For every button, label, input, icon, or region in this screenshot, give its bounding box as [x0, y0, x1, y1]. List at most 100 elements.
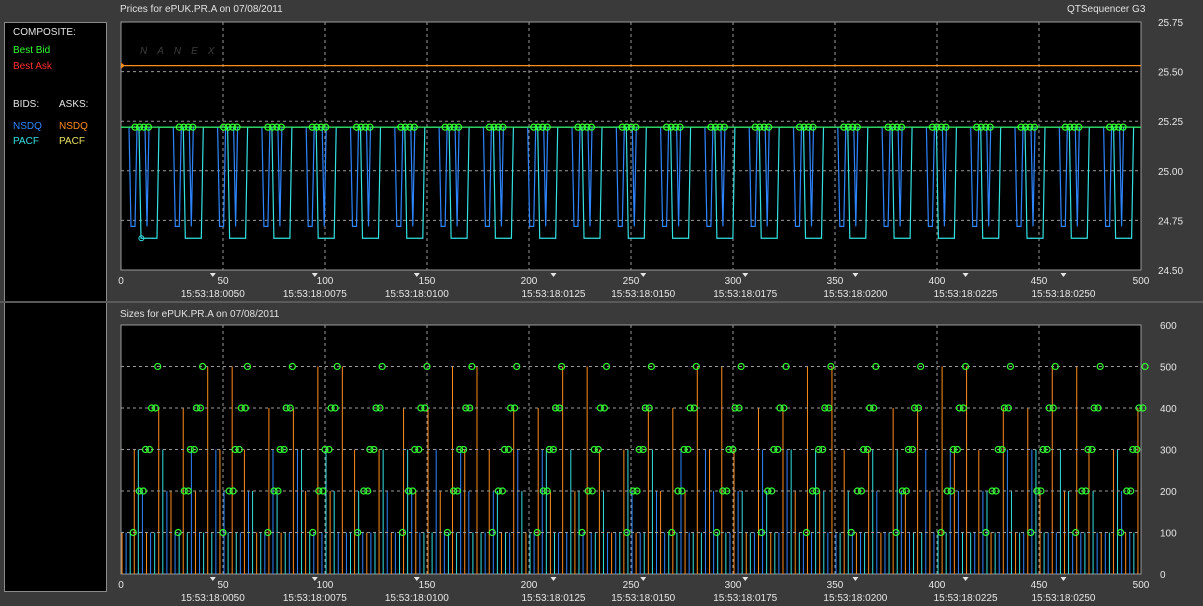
- price-x-tick-label: 250: [623, 276, 640, 287]
- best-bid-marker: [224, 123, 232, 131]
- size-marker: [545, 445, 554, 454]
- price-x-tick-label: 400: [929, 276, 946, 287]
- size-marker: [364, 487, 372, 495]
- size-marker: [857, 487, 866, 495]
- size-marker: [692, 362, 700, 371]
- size-marker: [590, 445, 598, 454]
- size-marker: [770, 445, 778, 454]
- price-x-tick-label: 500: [1133, 276, 1150, 287]
- size-marker: [539, 487, 547, 495]
- size-marker: [737, 362, 745, 371]
- size-marker: [1127, 487, 1135, 495]
- size-marker: [635, 445, 643, 454]
- size-y-tick-label: 0: [1160, 570, 1166, 581]
- price-time-label: 15:53:18:0150: [611, 289, 675, 300]
- legend-asks-label: ASKS:: [59, 99, 89, 110]
- size-x-tick-label: 450: [1031, 580, 1048, 591]
- size-marker: [602, 362, 611, 371]
- best-bid-marker: [1075, 123, 1083, 131]
- best-bid-marker: [273, 123, 281, 131]
- best-bid-marker: [578, 123, 587, 131]
- best-bid-marker: [809, 123, 817, 131]
- size-marker: [280, 445, 288, 454]
- size-marker: [154, 362, 162, 371]
- best-bid-marker: [982, 123, 990, 131]
- best-bid-marker: [937, 123, 946, 131]
- size-marker: [892, 528, 900, 537]
- size-marker: [231, 445, 239, 454]
- size-marker: [321, 445, 329, 454]
- price-time-label: 15:53:18:0250: [1032, 289, 1096, 300]
- size-y-tick-label: 400: [1160, 404, 1177, 415]
- best-bid-marker: [490, 123, 498, 131]
- best-bid-marker: [499, 123, 507, 131]
- size-marker: [152, 404, 160, 412]
- size-marker: [600, 404, 609, 412]
- size-marker: [674, 487, 682, 495]
- price-y-tick-label: 24.75: [1158, 216, 1183, 227]
- size-marker: [819, 445, 827, 454]
- size-marker: [274, 487, 282, 495]
- size-marker: [908, 445, 917, 454]
- size-marker: [411, 445, 419, 454]
- best-bid-marker: [676, 123, 684, 131]
- size-marker: [460, 445, 468, 454]
- best-bid-marker: [942, 123, 950, 131]
- size-marker: [641, 404, 649, 412]
- size-marker: [449, 487, 458, 495]
- price-chart-title: Prices for ePUK.PR.A on 07/08/2011: [120, 4, 283, 15]
- size-x-tick-label: 50: [217, 580, 229, 591]
- best-bid-marker: [977, 123, 985, 131]
- price-time-marker: [550, 273, 557, 277]
- size-marker: [780, 404, 788, 412]
- size-marker: [488, 528, 496, 537]
- best-bid-marker: [543, 123, 551, 131]
- size-marker: [145, 445, 154, 454]
- price-x-tick-label: 200: [521, 276, 538, 287]
- size-marker: [904, 445, 913, 454]
- size-marker: [511, 404, 519, 412]
- size-marker: [937, 528, 945, 537]
- size-x-tick-label: 300: [725, 580, 742, 591]
- size-marker: [774, 445, 782, 454]
- size-marker: [409, 487, 417, 495]
- size-marker: [1043, 445, 1051, 454]
- size-marker: [494, 487, 502, 495]
- size-marker: [639, 445, 647, 454]
- size-marker: [1027, 528, 1035, 537]
- size-y-tick-label: 100: [1160, 529, 1177, 540]
- best-bid-marker: [893, 123, 901, 131]
- size-marker: [309, 528, 317, 537]
- size-x-tick-label: 200: [521, 580, 538, 591]
- size-marker: [219, 528, 227, 537]
- best-bid-marker: [317, 123, 325, 131]
- size-marker: [898, 487, 906, 495]
- best-bid-marker: [131, 123, 139, 131]
- best-bid-marker: [1105, 123, 1114, 131]
- best-bid-marker: [840, 123, 848, 131]
- best-bid-marker: [1061, 123, 1069, 131]
- best-bid-marker: [361, 123, 370, 131]
- best-bid-marker: [853, 123, 861, 131]
- best-bid-marker: [441, 123, 449, 131]
- size-time-marker: [852, 577, 859, 581]
- size-marker: [1090, 404, 1098, 412]
- size-x-tick-label: 0: [118, 580, 124, 591]
- best-bid-marker: [986, 123, 994, 131]
- best-bid-marker: [627, 123, 635, 131]
- size-marker: [629, 487, 637, 495]
- size-y-tick-label: 200: [1160, 487, 1177, 498]
- best-bid-marker: [397, 123, 405, 131]
- size-marker: [723, 487, 731, 495]
- best-bid-marker: [884, 123, 892, 131]
- size-marker: [551, 404, 560, 412]
- size-marker: [184, 487, 192, 495]
- size-marker: [1096, 362, 1104, 371]
- size-marker: [235, 445, 243, 454]
- best-bid-marker: [322, 123, 330, 131]
- size-marker: [139, 487, 147, 495]
- size-marker: [398, 528, 407, 537]
- size-marker: [180, 487, 188, 495]
- size-marker: [405, 487, 413, 495]
- size-marker: [863, 445, 872, 454]
